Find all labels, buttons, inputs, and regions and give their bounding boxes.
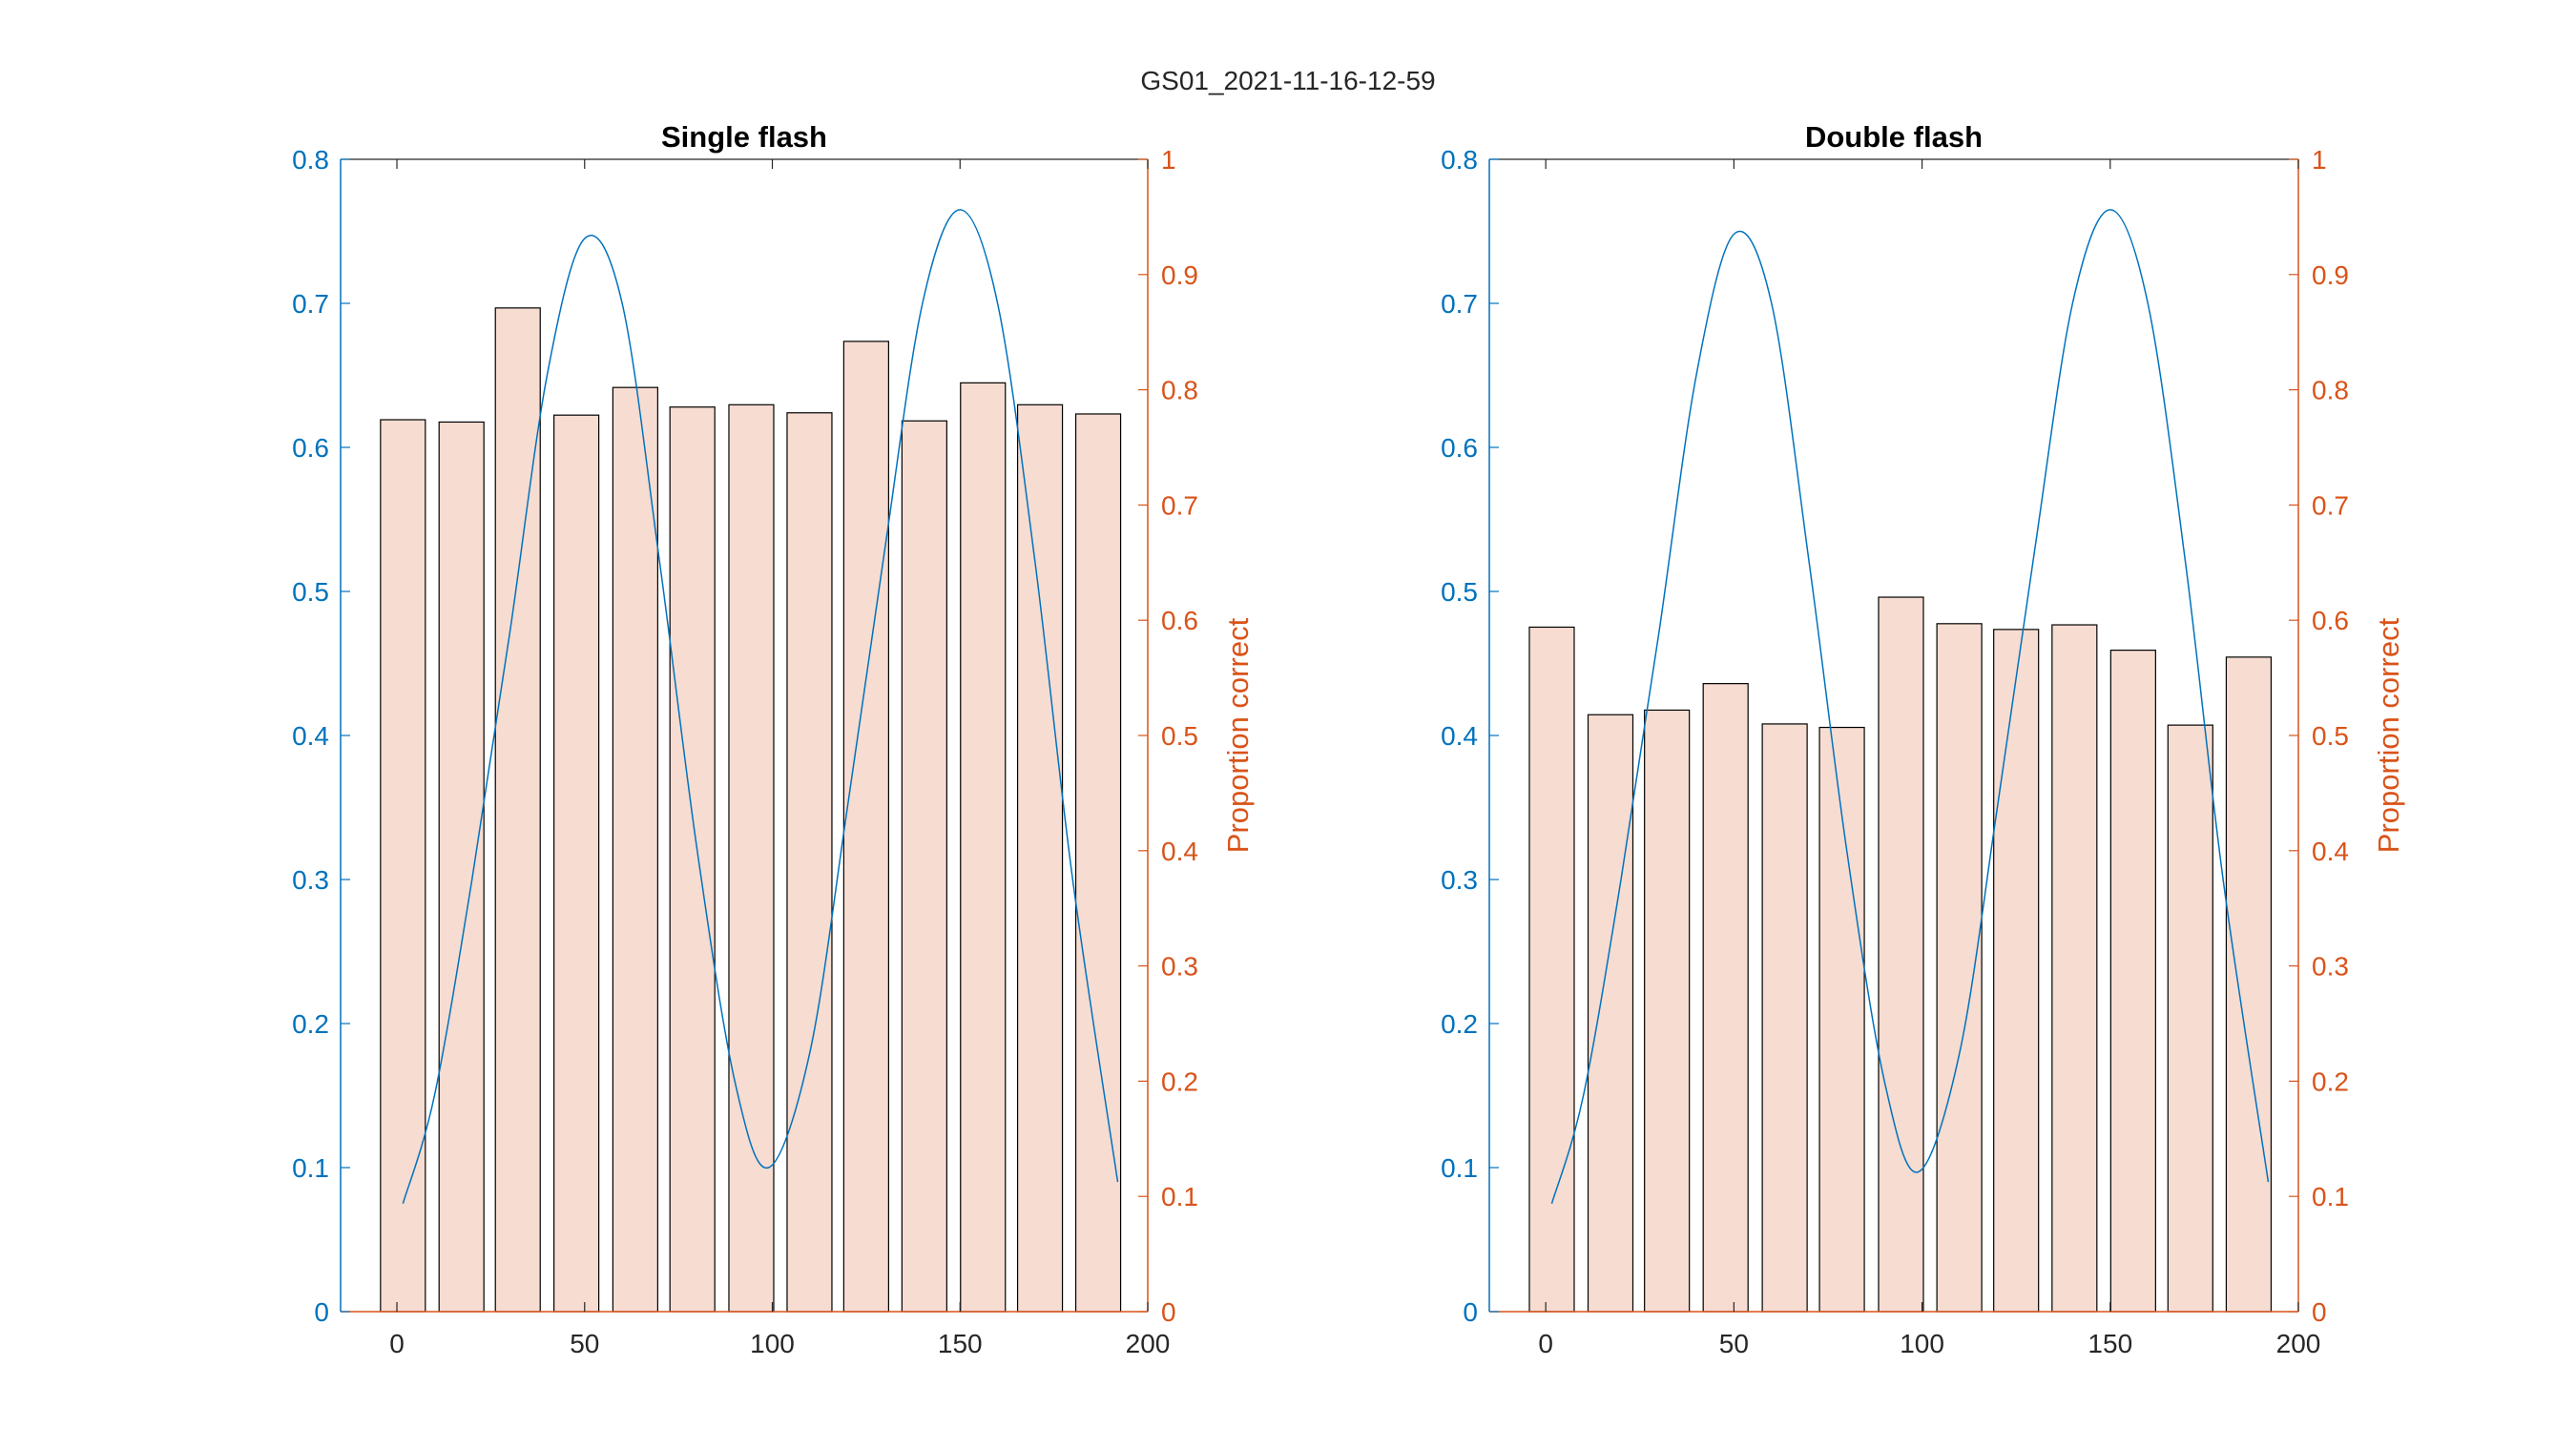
right-y-axis-label: Proportion correct xyxy=(1221,617,1255,853)
right-y-tick-label: 0.2 xyxy=(2312,1066,2349,1096)
left-y-tick-label: 0.8 xyxy=(1441,145,1478,175)
series-line xyxy=(402,209,1119,1204)
chart-title-single-flash: Single flash xyxy=(661,120,827,154)
bar-3 xyxy=(1702,683,1749,1313)
bar-10 xyxy=(960,382,1007,1313)
bar-11 xyxy=(1016,404,1064,1313)
x-tick-label: 100 xyxy=(750,1329,795,1358)
right-y-tick-label: 0.3 xyxy=(1161,952,1198,982)
right-y-tick-label: 0.1 xyxy=(1161,1182,1198,1211)
right-y-tick-label: 0.4 xyxy=(1161,837,1198,866)
right-y-tick-label: 0.8 xyxy=(2312,376,2349,405)
x-tick-label: 200 xyxy=(1126,1329,1171,1358)
right-y-tick-label: 1 xyxy=(2312,145,2327,175)
bar-4 xyxy=(1761,723,1808,1313)
right-y-tick-label: 0.5 xyxy=(1161,721,1198,751)
panel-single-flash: 0 50 100 150 20000.10.20.30.40.50.60.70.800.… xyxy=(292,120,1255,1358)
x-tick-label: 200 xyxy=(2276,1329,2321,1358)
right-y-tick-label: 0.2 xyxy=(1161,1066,1198,1096)
bar-11 xyxy=(2167,724,2213,1313)
left-y-tick-label: 0.1 xyxy=(1441,1153,1478,1183)
right-y-tick-label: 1 xyxy=(1161,145,1176,175)
bar-8 xyxy=(1993,629,2040,1313)
left-y-tick-label: 0.7 xyxy=(292,289,329,319)
right-y-tick-label: 0.4 xyxy=(2312,837,2349,866)
bar-12 xyxy=(2225,656,2273,1313)
bar-9 xyxy=(2051,624,2098,1313)
left-y-tick-label: 0.7 xyxy=(1441,289,1478,319)
series-line xyxy=(1550,209,2270,1204)
bar-5 xyxy=(669,406,716,1313)
bar-1 xyxy=(1587,714,1634,1313)
x-tick-label: 150 xyxy=(938,1329,983,1358)
right-y-tick-label: 0.1 xyxy=(2312,1182,2349,1211)
right-y-tick-label: 0.5 xyxy=(2312,721,2349,751)
x-tick-label: 50 xyxy=(1719,1329,1749,1358)
left-y-tick-label: 0.8 xyxy=(292,145,329,175)
left-y-tick-label: 0.5 xyxy=(1441,577,1478,607)
right-y-tick-label: 0.9 xyxy=(2312,260,2349,290)
right-y-tick-label: 0 xyxy=(2312,1297,2327,1327)
bar-7 xyxy=(786,412,833,1313)
x-tick-label: 0 xyxy=(389,1329,405,1358)
right-y-tick-label: 0.8 xyxy=(1161,376,1198,405)
x-tick-label: 150 xyxy=(2088,1329,2132,1358)
bar-1 xyxy=(438,421,485,1313)
left-y-tick-label: 0 xyxy=(1463,1297,1478,1327)
bar-3 xyxy=(553,414,600,1313)
left-y-tick-label: 0.3 xyxy=(292,865,329,895)
chart-title-double-flash: Double flash xyxy=(1805,120,1983,154)
right-y-tick-label: 0.6 xyxy=(1161,606,1198,635)
right-y-tick-label: 0.7 xyxy=(2312,490,2349,520)
bar-12 xyxy=(1074,413,1122,1313)
left-y-tick-label: 0.4 xyxy=(292,721,329,751)
figure-suptitle: GS01_2021-11-16-12-59 xyxy=(1140,66,1435,95)
bar-0 xyxy=(1528,626,1575,1313)
left-y-tick-label: 0 xyxy=(314,1297,329,1327)
bar-9 xyxy=(901,420,947,1313)
bar-4 xyxy=(612,386,658,1313)
left-y-tick-label: 0.4 xyxy=(1441,721,1478,751)
left-y-tick-label: 0.2 xyxy=(292,1009,329,1039)
x-tick-label: 50 xyxy=(570,1329,599,1358)
bar-10 xyxy=(2109,650,2156,1313)
x-tick-label: 0 xyxy=(1538,1329,1553,1358)
right-y-tick-label: 0.9 xyxy=(1161,260,1198,290)
x-tick-label: 100 xyxy=(1900,1329,1944,1358)
left-y-tick-label: 0.2 xyxy=(1441,1009,1478,1039)
right-y-tick-label: 0.6 xyxy=(2312,606,2349,635)
bar-2 xyxy=(494,307,541,1313)
right-y-tick-label: 0.7 xyxy=(1161,490,1198,520)
right-y-tick-label: 0.3 xyxy=(2312,952,2349,982)
bar-2 xyxy=(1644,709,1691,1313)
bar-6 xyxy=(1878,596,1924,1313)
bar-5 xyxy=(1818,726,1865,1313)
left-y-tick-label: 0.5 xyxy=(292,577,329,607)
left-y-tick-label: 0.6 xyxy=(292,433,329,463)
left-y-tick-label: 0.6 xyxy=(1441,433,1478,463)
panel-double-flash: 0 50 100 150 20000.10.20.30.40.50.60.70.800.… xyxy=(1441,120,2405,1358)
bar-8 xyxy=(842,341,889,1313)
left-y-tick-label: 0.3 xyxy=(1441,865,1478,895)
right-y-axis-label: Proportion correct xyxy=(2372,617,2405,853)
left-y-tick-label: 0.1 xyxy=(292,1153,329,1183)
bar-6 xyxy=(728,404,775,1313)
right-y-tick-label: 0 xyxy=(1161,1297,1176,1327)
bar-0 xyxy=(380,419,426,1313)
